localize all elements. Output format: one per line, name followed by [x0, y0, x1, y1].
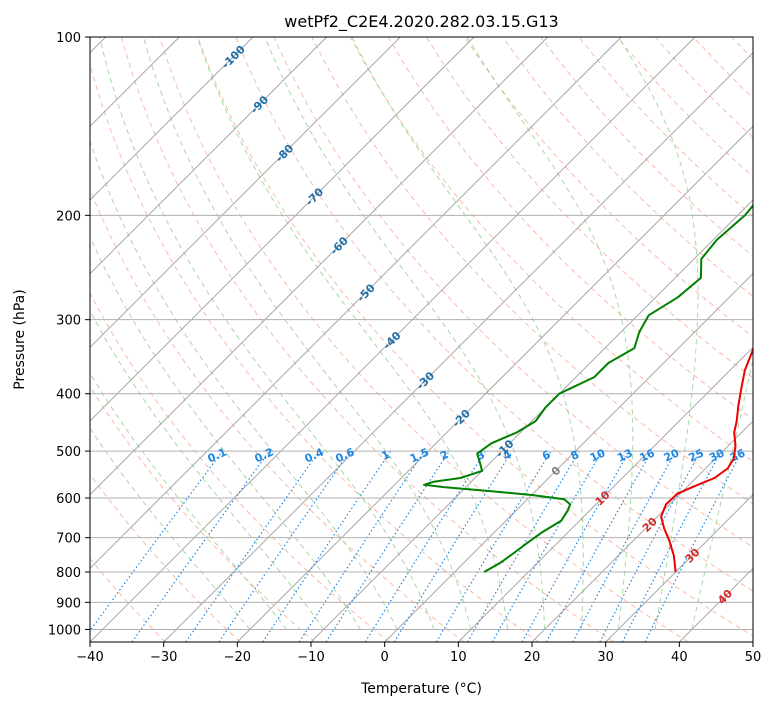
isotherm-line	[605, 494, 753, 642]
mixing-ratio-label: 16	[638, 446, 658, 464]
isotherm-line	[163, 52, 753, 642]
dry-adiabat-line	[311, 37, 753, 505]
temperature-profile-line	[660, 346, 753, 573]
dry-adiabat-line	[349, 37, 753, 462]
mixing-ratio-label: 25	[687, 446, 706, 464]
dry-adiabat-line	[90, 62, 540, 642]
x-tick-label: 30	[597, 650, 614, 665]
isotherm-line	[310, 199, 753, 642]
dry-adiabat-line	[273, 37, 753, 548]
moist-adiabat-line	[90, 139, 398, 630]
x-tick-label: 0	[381, 650, 389, 665]
dry-adiabat-line	[464, 37, 753, 338]
moist-adiabat-line	[90, 235, 361, 630]
y-tick-label: 700	[56, 532, 81, 547]
isotherm-line	[90, 37, 401, 348]
x-tick-label: −40	[76, 650, 103, 665]
mixing-ratio-line	[90, 450, 223, 632]
isotherm-line	[458, 346, 753, 642]
x-tick-label: 10	[450, 650, 467, 665]
x-tick-label: −20	[224, 650, 251, 665]
mixing-ratio-line	[545, 450, 653, 642]
mixing-ratio-label: 30	[707, 446, 727, 464]
isotherm-line	[90, 37, 475, 422]
dry-adiabat-line	[120, 37, 614, 642]
moist-adiabat-line	[90, 372, 288, 630]
isotherm-line	[90, 37, 622, 569]
mixing-ratio-line	[393, 450, 513, 642]
dry-adiabat-line	[90, 385, 316, 642]
mixing-ratio-line	[262, 450, 392, 642]
mixing-ratio-line	[521, 450, 631, 642]
x-tick-label: 50	[745, 650, 762, 665]
x-tick-label: 40	[671, 650, 688, 665]
y-tick-label: 400	[56, 388, 81, 403]
chart-title: wetPf2_C2E4.2020.282.03.15.G13	[284, 12, 558, 32]
mixing-ratio-line	[131, 450, 270, 642]
moist-adiabat-line	[90, 427, 251, 630]
y-tick-label: 100	[56, 31, 81, 46]
dry-adiabat-line	[90, 188, 465, 642]
moist-adiabat-line	[617, 37, 699, 630]
mixing-ratio-line	[298, 450, 425, 642]
isotherm-line	[90, 37, 548, 496]
isotherm-line	[237, 125, 753, 642]
isotherm-line	[384, 273, 753, 642]
x-tick-label: −30	[150, 650, 177, 665]
mixing-ratio-label: 13	[615, 446, 634, 464]
mixing-ratio-line	[644, 450, 743, 642]
y-tick-label: 500	[56, 445, 81, 460]
y-tick-label: 300	[56, 314, 81, 329]
x-tick-label: −10	[297, 650, 324, 665]
isotherm-line	[90, 37, 254, 201]
y-tick-label: 1000	[48, 623, 81, 638]
dry-adiabat-line	[90, 292, 390, 642]
dry-adiabat-line	[90, 473, 241, 642]
y-tick-label: 600	[56, 492, 81, 507]
dry-adiabat-line	[235, 37, 753, 592]
moist-adiabat-line	[99, 37, 435, 630]
moist-adiabat-line	[691, 356, 753, 630]
x-axis-label: Temperature (°C)	[360, 681, 482, 697]
y-tick-label: 800	[56, 566, 81, 581]
mixing-ratio-line	[572, 450, 677, 642]
x-tick-label: 20	[524, 650, 541, 665]
isotherm-line	[531, 420, 753, 642]
moist-adiabat-line	[466, 37, 634, 630]
dry-adiabat-line	[159, 37, 689, 642]
dry-adiabat-line	[90, 557, 166, 642]
isotherm-line	[90, 37, 696, 642]
mixing-ratio-line	[185, 450, 320, 642]
y-axis-label: Pressure (hPa)	[12, 289, 28, 389]
dewpoint-profile-line	[423, 203, 753, 573]
isotherm-line	[90, 37, 327, 275]
moist-adiabat-line	[351, 37, 584, 630]
mixing-ratio-line	[325, 450, 450, 642]
moist-adiabat-line	[196, 37, 509, 630]
moist-adiabat-line	[264, 37, 546, 630]
mixing-ratio-line	[218, 450, 351, 642]
plot-frame	[89, 36, 754, 643]
mixing-ratio-label: 20	[662, 446, 682, 464]
mixing-ratio-label: 10	[588, 446, 608, 464]
y-tick-label: 900	[56, 596, 81, 611]
y-tick-label: 200	[56, 209, 81, 224]
